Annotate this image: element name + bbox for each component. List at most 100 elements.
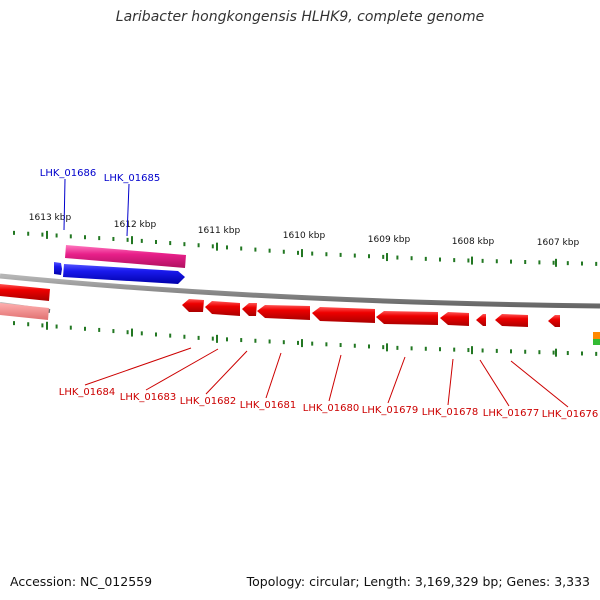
outer-minor-tick bbox=[169, 241, 172, 246]
genome-backbone bbox=[0, 273, 600, 309]
outer-minor-tick bbox=[581, 261, 583, 266]
scale-tick-label: 1608 kbp bbox=[452, 237, 495, 247]
inner-minor-tick bbox=[282, 340, 285, 345]
outer-minor-tick bbox=[55, 233, 58, 238]
outer-minor-tick bbox=[510, 259, 512, 264]
outer-major-tick bbox=[131, 236, 133, 245]
outer-minor-tick bbox=[382, 254, 385, 259]
outer-minor-tick bbox=[126, 237, 129, 242]
outer-major-tick bbox=[301, 249, 303, 258]
outer-minor-tick bbox=[84, 235, 86, 240]
inner-minor-tick bbox=[595, 351, 598, 356]
inner-minor-tick bbox=[55, 324, 58, 329]
outer-minor-tick bbox=[297, 250, 299, 255]
outer-minor-tick bbox=[197, 243, 200, 248]
outer-minor-tick bbox=[552, 260, 555, 265]
gene-label: LHK_01676 bbox=[542, 409, 598, 420]
gene-leader-line bbox=[510, 360, 569, 408]
scale-tick-label: 1607 kbp bbox=[537, 238, 580, 248]
gene-lhk01680-arrow bbox=[312, 307, 375, 323]
gene-leader-line bbox=[479, 359, 510, 407]
outer-minor-tick bbox=[595, 261, 598, 266]
gene-lhk01682-arrow bbox=[242, 303, 257, 316]
gene-label: LHK_01678 bbox=[422, 407, 478, 418]
inner-minor-tick bbox=[311, 341, 314, 346]
inner-minor-tick bbox=[126, 330, 129, 335]
outer-minor-tick bbox=[240, 246, 243, 251]
outer-minor-tick bbox=[268, 248, 271, 253]
gene-lhk01683-arrow bbox=[205, 301, 240, 316]
inner-minor-tick bbox=[538, 350, 541, 355]
gene-label: LHK_01682 bbox=[180, 396, 236, 407]
inner-major-tick bbox=[301, 339, 303, 348]
scale-tick-label: 1611 kbp bbox=[198, 226, 241, 236]
gene-lhk01679-arrow bbox=[376, 311, 438, 325]
outer-minor-tick bbox=[353, 253, 356, 258]
gene-left-red-block bbox=[0, 284, 50, 301]
outer-major-tick bbox=[386, 253, 388, 262]
outer-minor-tick bbox=[538, 260, 541, 265]
gene-leader-line bbox=[265, 352, 282, 399]
inner-minor-tick bbox=[339, 343, 342, 348]
outer-minor-tick bbox=[140, 238, 143, 243]
outer-minor-tick bbox=[311, 251, 314, 256]
inner-minor-tick bbox=[140, 331, 143, 336]
gene-label: LHK_01680 bbox=[303, 403, 359, 414]
outer-minor-tick bbox=[183, 242, 186, 247]
scale-tick-label: 1610 kbp bbox=[283, 231, 326, 241]
gene-pink-arrow bbox=[65, 245, 186, 268]
outer-minor-tick bbox=[467, 258, 470, 263]
outer-minor-tick bbox=[69, 234, 72, 239]
inner-minor-tick bbox=[98, 327, 101, 332]
inner-major-tick bbox=[46, 321, 48, 330]
outer-minor-tick bbox=[368, 254, 370, 259]
gene-leader-line bbox=[84, 347, 192, 386]
inner-minor-tick bbox=[552, 350, 555, 355]
inner-minor-tick bbox=[439, 347, 441, 352]
inner-minor-tick bbox=[69, 325, 72, 330]
inner-minor-tick bbox=[84, 326, 86, 331]
gene-lhk01678-arrow bbox=[440, 312, 469, 326]
gene-lhk01677-arrow bbox=[476, 314, 486, 326]
inner-minor-tick bbox=[155, 332, 157, 337]
outer-minor-tick bbox=[439, 257, 441, 262]
inner-minor-tick bbox=[13, 321, 15, 326]
outer-minor-tick bbox=[155, 239, 157, 244]
inner-minor-tick bbox=[211, 336, 214, 341]
inner-minor-tick bbox=[424, 346, 427, 351]
inner-major-tick bbox=[471, 346, 473, 355]
gene-lhk01685-arrow bbox=[63, 264, 185, 284]
outer-minor-tick bbox=[495, 259, 498, 264]
outer-major-tick bbox=[216, 242, 218, 251]
genome-summary-text: Topology: circular; Length: 3,169,329 bp… bbox=[246, 574, 590, 589]
gene-label: LHK_01685 bbox=[104, 173, 160, 184]
inner-minor-tick bbox=[382, 345, 385, 350]
inner-minor-tick bbox=[169, 333, 172, 338]
inner-minor-tick bbox=[240, 338, 243, 343]
outer-minor-tick bbox=[566, 261, 569, 266]
inner-minor-tick bbox=[197, 335, 200, 340]
gene-label: LHK_01677 bbox=[483, 408, 539, 419]
outer-minor-tick bbox=[41, 232, 44, 237]
outer-major-tick bbox=[555, 258, 557, 267]
gene-leader-line bbox=[126, 183, 130, 237]
outer-minor-tick bbox=[211, 244, 214, 249]
inner-major-tick bbox=[555, 348, 557, 357]
outer-minor-tick bbox=[325, 252, 328, 257]
gene-label: LHK_01679 bbox=[362, 405, 418, 416]
outer-minor-tick bbox=[481, 258, 484, 263]
feature-orange-block bbox=[593, 332, 600, 339]
gene-small-red-arrow bbox=[548, 315, 560, 327]
gene-lhk01676-arrow bbox=[495, 314, 528, 327]
outer-minor-tick bbox=[282, 249, 285, 254]
outer-minor-tick bbox=[13, 230, 15, 235]
outer-minor-tick bbox=[524, 260, 527, 265]
inner-minor-tick bbox=[481, 348, 484, 353]
inner-minor-tick bbox=[325, 342, 328, 347]
inner-minor-tick bbox=[183, 334, 186, 339]
scale-tick-label: 1612 kbp bbox=[114, 220, 157, 230]
gene-label: LHK_01681 bbox=[240, 400, 296, 411]
inner-minor-tick bbox=[254, 338, 257, 343]
